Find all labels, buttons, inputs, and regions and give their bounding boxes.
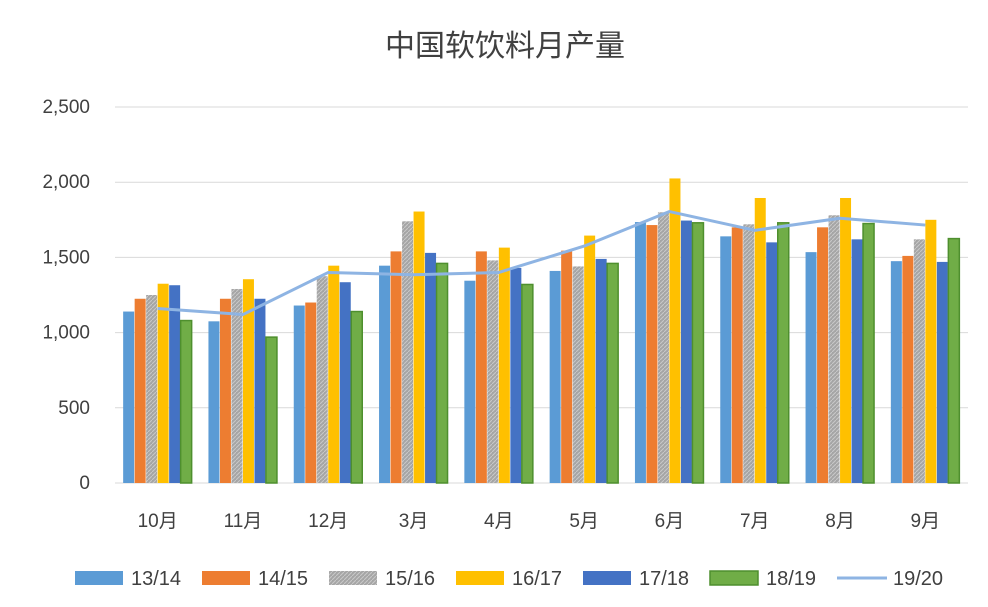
- legend-swatch-15-16: [329, 571, 377, 585]
- legend-label: 17/18: [639, 568, 689, 590]
- bar-18-19-10月: [179, 319, 193, 484]
- legend-label: 15/16: [385, 568, 435, 590]
- bar-18-19-7月: [777, 222, 790, 484]
- bar-14-15-4月: [475, 251, 487, 483]
- bar-14-15-7月: [731, 227, 743, 483]
- bar-15-16-12月: [316, 276, 328, 483]
- bar-16-17-10月: [157, 283, 169, 483]
- bar-16-17-5月: [584, 235, 596, 483]
- bar-18-19-8月: [862, 222, 875, 484]
- bar-17-18-6月: [680, 220, 692, 483]
- bar-13-14-3月: [379, 265, 391, 483]
- legend: 13/14 14/15 15/16 16/17 17/18 18/19 19/20: [75, 568, 943, 590]
- bar-14-15-11月: [219, 298, 231, 483]
- y-tick-label: 1,500: [42, 247, 90, 268]
- legend-swatch-17-18: [583, 571, 631, 585]
- bar-18-19-12月: [350, 310, 363, 484]
- x-tick-label: 7月: [740, 511, 770, 532]
- bar-14-15-5月: [561, 250, 573, 483]
- legend-label: 16/17: [512, 568, 562, 590]
- legend-swatch-16-17: [456, 571, 504, 585]
- bar-17-18-12月: [339, 282, 351, 483]
- bar-16-17-7月: [754, 197, 766, 483]
- bar-13-14-10月: [123, 311, 135, 483]
- x-axis-ticks: 10月 11月 12月 3月 4月 5月 6月 7月 8月 9月: [138, 511, 941, 532]
- bar-18-19-9月: [947, 237, 961, 484]
- legend-label: 14/15: [258, 568, 308, 590]
- bar-13-14-6月: [634, 222, 646, 483]
- bar-14-15-12月: [305, 302, 317, 483]
- bar-17-18-4月: [510, 267, 522, 483]
- bar-17-18-9月: [936, 261, 948, 483]
- bar-16-17-11月: [242, 279, 254, 483]
- bar-16-17-3月: [413, 211, 425, 483]
- legend-label: 13/14: [131, 568, 181, 590]
- bar-15-16-7月: [743, 224, 755, 483]
- bars: [123, 178, 961, 484]
- bar-18-19-11月: [265, 336, 278, 484]
- bar-17-18-8月: [851, 239, 863, 483]
- x-tick-label: 3月: [399, 511, 429, 532]
- bar-18-19-5月: [606, 262, 619, 484]
- bar-17-18-7月: [766, 242, 778, 483]
- bar-14-15-6月: [646, 225, 658, 483]
- bar-16-17-8月: [840, 197, 852, 483]
- bar-18-19-4月: [521, 283, 534, 484]
- bar-17-18-3月: [425, 252, 437, 483]
- bar-15-16-11月: [231, 288, 243, 483]
- bar-13-14-5月: [549, 270, 561, 483]
- bar-15-16-9月: [913, 239, 925, 483]
- x-tick-label: 6月: [655, 511, 685, 532]
- legend-swatch-14-15: [202, 571, 250, 585]
- bar-15-16-6月: [657, 212, 669, 483]
- y-tick-label: 2,500: [42, 97, 90, 118]
- bar-15-16-8月: [828, 215, 840, 483]
- legend-label: 18/19: [766, 568, 816, 590]
- legend-label: 19/20: [893, 568, 943, 590]
- x-tick-label: 4月: [484, 511, 514, 532]
- bar-14-15-3月: [390, 251, 402, 483]
- bar-13-14-7月: [720, 236, 732, 483]
- bar-17-18-11月: [254, 298, 266, 483]
- bar-15-16-10月: [146, 295, 158, 483]
- bar-18-19-3月: [435, 262, 449, 484]
- legend-swatch-18-19: [709, 570, 759, 586]
- y-tick-label: 2,000: [42, 172, 90, 193]
- line-19-20: [157, 210, 926, 317]
- bar-16-17-12月: [328, 265, 340, 483]
- bar-13-14-11月: [208, 321, 220, 483]
- x-tick-label: 9月: [911, 511, 941, 532]
- bar-17-18-5月: [595, 258, 607, 483]
- x-tick-label: 10月: [138, 511, 178, 532]
- bar-13-14-9月: [890, 261, 902, 483]
- bar-16-17-6月: [669, 178, 681, 483]
- bar-13-14-12月: [293, 305, 305, 483]
- bar-17-18-10月: [169, 285, 181, 483]
- bar-14-15-8月: [817, 227, 829, 483]
- bar-14-15-10月: [134, 298, 146, 483]
- bar-13-14-4月: [464, 280, 476, 483]
- bar-16-17-9月: [925, 219, 937, 484]
- y-tick-label: 0: [79, 473, 90, 494]
- bar-15-16-3月: [402, 221, 414, 483]
- legend-swatch-13-14: [75, 571, 123, 585]
- bar-15-16-4月: [487, 260, 499, 483]
- x-tick-label: 5月: [569, 511, 599, 532]
- x-tick-label: 12月: [308, 511, 348, 532]
- chart-title: 中国软饮料月产量: [385, 29, 625, 64]
- bar-15-16-5月: [572, 266, 584, 483]
- bar-18-19-6月: [691, 222, 705, 484]
- x-tick-label: 8月: [825, 511, 855, 532]
- bar-16-17-4月: [498, 247, 510, 483]
- bar-14-15-9月: [902, 255, 914, 483]
- x-tick-label: 11月: [224, 511, 263, 532]
- y-tick-label: 500: [58, 398, 90, 419]
- y-tick-label: 1,000: [42, 323, 90, 344]
- y-axis-ticks: 0 500 1,000 1,500 2,000 2,500: [42, 97, 90, 494]
- line-series: [157, 210, 926, 317]
- bar-13-14-8月: [805, 252, 817, 483]
